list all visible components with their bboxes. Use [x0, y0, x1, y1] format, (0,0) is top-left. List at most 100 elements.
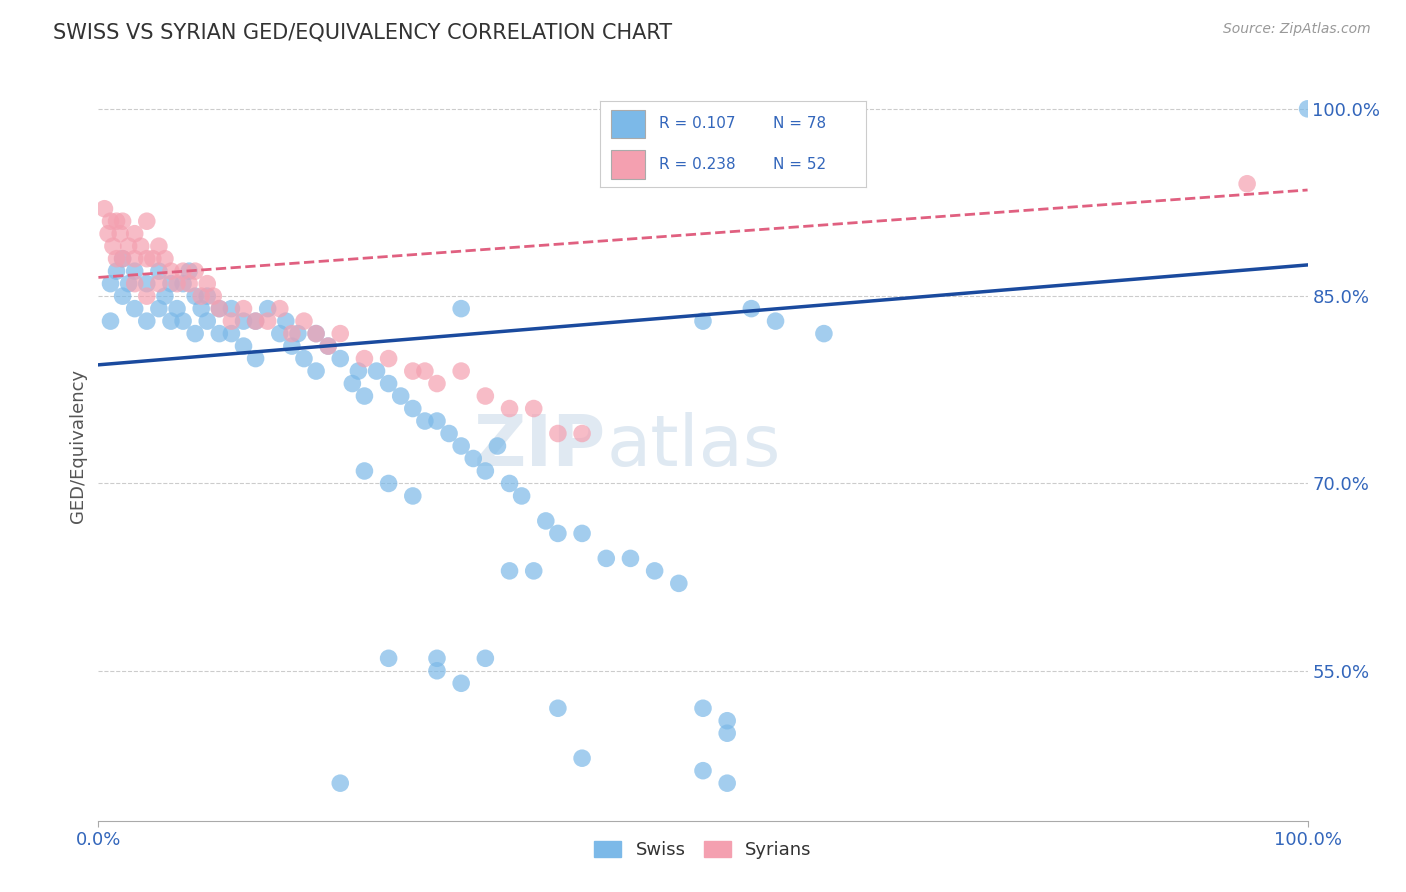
Point [305, 326, 328, 341]
Point [101, 239, 124, 253]
Point [413, 364, 436, 378]
Point [316, 339, 339, 353]
Point [160, 314, 183, 328]
Point [353, 389, 375, 403]
Point [765, 314, 787, 328]
Point [100, 277, 122, 291]
Point [179, 277, 201, 291]
Point [179, 264, 201, 278]
Point [142, 252, 165, 266]
Point [474, 389, 496, 403]
Point [195, 289, 218, 303]
Point [166, 301, 188, 316]
Point [595, 551, 617, 566]
Point [329, 351, 352, 366]
Point [153, 252, 176, 266]
Point [232, 339, 254, 353]
Point [108, 227, 131, 241]
Point [148, 264, 170, 278]
Point [100, 214, 122, 228]
Point [269, 326, 291, 341]
Point [450, 301, 472, 316]
Point [716, 776, 738, 790]
Point [547, 701, 569, 715]
Point [474, 651, 496, 665]
Text: atlas: atlas [606, 411, 780, 481]
Point [426, 414, 449, 428]
Point [221, 314, 243, 328]
Point [124, 301, 146, 316]
Point [245, 314, 267, 328]
Point [124, 277, 146, 291]
Point [498, 401, 520, 416]
Point [118, 239, 141, 253]
Point [100, 314, 122, 328]
Point [692, 701, 714, 715]
Point [97, 227, 120, 241]
Point [716, 714, 738, 728]
Point [547, 426, 569, 441]
Point [208, 301, 231, 316]
Point [716, 726, 738, 740]
Point [135, 214, 157, 228]
Point [195, 314, 218, 328]
Point [111, 214, 134, 228]
Point [124, 227, 146, 241]
Point [668, 576, 690, 591]
Point [329, 776, 352, 790]
Point [329, 326, 352, 341]
Point [190, 289, 212, 303]
Point [692, 314, 714, 328]
Point [232, 301, 254, 316]
Point [316, 339, 339, 353]
Point [377, 476, 399, 491]
Point [353, 464, 375, 478]
Point [366, 364, 388, 378]
Point [377, 351, 399, 366]
Point [498, 476, 520, 491]
Point [184, 326, 207, 341]
Point [342, 376, 364, 391]
Point [221, 326, 243, 341]
Point [160, 264, 183, 278]
Point [571, 751, 593, 765]
Point [93, 202, 115, 216]
Point [450, 364, 472, 378]
Point [305, 326, 328, 341]
Point [135, 252, 157, 266]
Point [281, 326, 304, 341]
Point [402, 401, 425, 416]
Point [571, 426, 593, 441]
Text: ZIP: ZIP [474, 411, 606, 481]
Point [256, 314, 278, 328]
Point [124, 252, 146, 266]
Point [202, 289, 225, 303]
Point [256, 301, 278, 316]
Point [402, 489, 425, 503]
Point [644, 564, 666, 578]
Point [269, 301, 291, 316]
Point [148, 301, 170, 316]
Point [377, 651, 399, 665]
Point [172, 277, 194, 291]
Point [172, 264, 194, 278]
Point [486, 439, 509, 453]
Point [292, 314, 315, 328]
Point [287, 326, 309, 341]
Y-axis label: GED/Equivalency: GED/Equivalency [69, 369, 87, 523]
Text: Source: ZipAtlas.com: Source: ZipAtlas.com [1223, 22, 1371, 37]
Point [111, 252, 134, 266]
Point [426, 376, 449, 391]
Point [208, 301, 231, 316]
Point [221, 301, 243, 316]
Point [426, 651, 449, 665]
Point [111, 289, 134, 303]
Point [619, 551, 641, 566]
Point [129, 239, 152, 253]
Point [1296, 102, 1319, 116]
Point [534, 514, 557, 528]
Point [281, 339, 304, 353]
Point [547, 526, 569, 541]
Point [160, 277, 183, 291]
Point [148, 277, 170, 291]
